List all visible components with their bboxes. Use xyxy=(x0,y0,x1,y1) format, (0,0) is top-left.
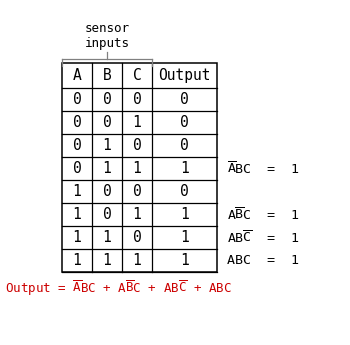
Text: 1: 1 xyxy=(180,253,189,268)
Text: sensor
inputs: sensor inputs xyxy=(84,22,130,50)
Text: 0: 0 xyxy=(73,115,81,130)
Text: 0: 0 xyxy=(73,138,81,153)
Text: 0: 0 xyxy=(133,184,141,199)
Text: ABC  =  1: ABC = 1 xyxy=(227,254,299,267)
Text: A$\overline{\mathtt{B}}$C  =  1: A$\overline{\mathtt{B}}$C = 1 xyxy=(227,206,300,223)
Text: 1: 1 xyxy=(73,253,81,268)
Text: 1: 1 xyxy=(180,207,189,222)
Text: 0: 0 xyxy=(103,115,111,130)
Text: 0: 0 xyxy=(180,115,189,130)
Text: C: C xyxy=(133,68,141,83)
Text: 0: 0 xyxy=(180,92,189,107)
Text: 0: 0 xyxy=(103,92,111,107)
Text: 0: 0 xyxy=(180,138,189,153)
Text: $\overline{\mathtt{A}}$BC  =  1: $\overline{\mathtt{A}}$BC = 1 xyxy=(227,160,300,177)
Text: 0: 0 xyxy=(133,230,141,245)
Text: 1: 1 xyxy=(133,207,141,222)
Bar xyxy=(62,63,217,272)
Text: 0: 0 xyxy=(180,184,189,199)
Text: AB$\overline{\mathtt{C}}$  =  1: AB$\overline{\mathtt{C}}$ = 1 xyxy=(227,229,300,246)
Text: 1: 1 xyxy=(73,184,81,199)
Text: 1: 1 xyxy=(180,161,189,176)
Text: 0: 0 xyxy=(73,92,81,107)
Text: 0: 0 xyxy=(73,161,81,176)
Text: 1: 1 xyxy=(133,115,141,130)
Text: A: A xyxy=(73,68,81,83)
Text: 1: 1 xyxy=(180,230,189,245)
Text: 1: 1 xyxy=(73,230,81,245)
Text: 1: 1 xyxy=(133,253,141,268)
Text: 0: 0 xyxy=(103,184,111,199)
Text: 0: 0 xyxy=(133,92,141,107)
Text: 1: 1 xyxy=(103,230,111,245)
Text: 0: 0 xyxy=(103,207,111,222)
Text: 1: 1 xyxy=(103,138,111,153)
Text: 1: 1 xyxy=(103,253,111,268)
Text: 0: 0 xyxy=(133,138,141,153)
Text: B: B xyxy=(103,68,111,83)
Text: Output = $\overline{\mathtt{A}}$BC + A$\overline{\mathtt{B}}$C + AB$\overline{\m: Output = $\overline{\mathtt{A}}$BC + A$\… xyxy=(5,278,232,297)
Text: 1: 1 xyxy=(103,161,111,176)
Text: 1: 1 xyxy=(73,207,81,222)
Text: Output: Output xyxy=(158,68,211,83)
Text: 1: 1 xyxy=(133,161,141,176)
